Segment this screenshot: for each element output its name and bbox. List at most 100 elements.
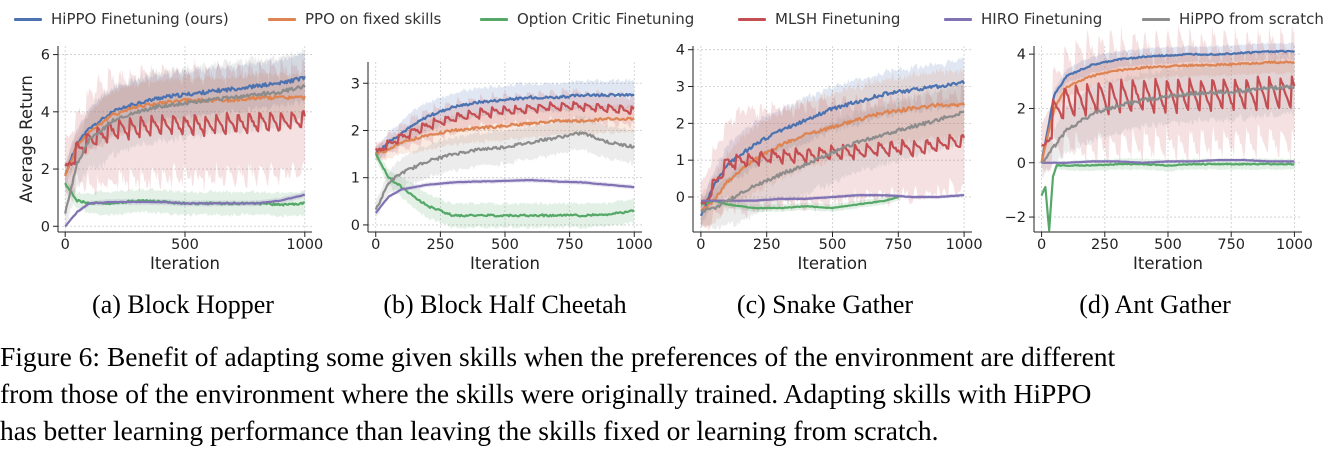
y-tick-label: −2 bbox=[1005, 210, 1026, 226]
y-tick-label: 2 bbox=[676, 116, 685, 132]
y-tick-label: 4 bbox=[41, 105, 50, 121]
legend-label: HiPPO Finetuning (ours) bbox=[51, 10, 229, 28]
x-tick-label: 1000 bbox=[1276, 237, 1313, 253]
y-tick-label: 1 bbox=[351, 171, 360, 187]
legend-label: HiPPO from scratch bbox=[1179, 10, 1324, 28]
series-line bbox=[1041, 84, 1296, 164]
series-line bbox=[374, 131, 636, 210]
x-tick-label: 250 bbox=[753, 237, 781, 253]
figure-caption: Figure 6: Benefit of adapting some given… bbox=[0, 338, 1328, 449]
y-tick-label: 0 bbox=[1017, 156, 1026, 172]
x-tick-label: 750 bbox=[884, 237, 912, 253]
x-tick-label: 1000 bbox=[286, 237, 323, 253]
series-line bbox=[64, 193, 305, 228]
legend-label: Option Critic Finetuning bbox=[517, 10, 695, 28]
subcaption-b: (b) Block Half Cheetah bbox=[383, 290, 627, 319]
series-band bbox=[1041, 42, 1295, 168]
series-band bbox=[375, 78, 635, 162]
series-band bbox=[700, 80, 965, 231]
series-line bbox=[700, 110, 965, 213]
y-tick-label: 3 bbox=[351, 76, 360, 92]
subcaption-a: (a) Block Hopper bbox=[92, 290, 274, 319]
figure-caption-line: Figure 6: Benefit of adapting some given… bbox=[0, 341, 1116, 372]
x-tick-label: 1000 bbox=[946, 237, 983, 253]
chart-panel: 0 250 500 750 1000 0 1 2 3 Iteration bbox=[351, 62, 653, 273]
series-band bbox=[1041, 55, 1295, 179]
y-tick-label: 2 bbox=[1017, 101, 1026, 117]
series-band bbox=[375, 87, 635, 159]
x-tick-label: 250 bbox=[427, 237, 455, 253]
x-tick-label: 0 bbox=[371, 237, 380, 253]
x-tick-label: 500 bbox=[171, 237, 199, 253]
legend-swatch bbox=[480, 17, 508, 21]
legend-label: HIRO Finetuning bbox=[981, 10, 1103, 28]
x-tick-label: 500 bbox=[819, 237, 847, 253]
legend-label: PPO on fixed skills bbox=[305, 10, 442, 28]
x-axis-label: Iteration bbox=[798, 254, 868, 273]
series-band bbox=[1041, 49, 1295, 168]
x-tick-label: 1000 bbox=[616, 237, 653, 253]
chart-panel: 0 500 1000 0 2 4 6 Iteration Average Return bbox=[17, 46, 323, 273]
series-line bbox=[700, 195, 899, 210]
series-line bbox=[1040, 60, 1295, 163]
x-tick-label: 250 bbox=[1091, 237, 1119, 253]
series-line bbox=[64, 84, 306, 214]
subcaption-c: (c) Snake Gather bbox=[736, 290, 914, 319]
x-axis-label: Iteration bbox=[150, 254, 220, 273]
y-tick-label: 4 bbox=[1017, 47, 1026, 63]
series-line bbox=[1040, 49, 1295, 164]
y-tick-label: 4 bbox=[676, 43, 685, 59]
series-line bbox=[374, 116, 635, 156]
y-tick-label: 2 bbox=[351, 123, 360, 139]
series-line bbox=[699, 80, 966, 217]
series-line bbox=[700, 193, 965, 202]
subcaption-d: (d) Ant Gather bbox=[1079, 290, 1231, 319]
legend: HiPPO Finetuning (ours) PPO on fixed skil… bbox=[0, 10, 1328, 40]
series-line bbox=[1040, 162, 1295, 232]
y-tick-label: 6 bbox=[41, 48, 50, 64]
line-layer bbox=[699, 80, 966, 217]
x-tick-label: 0 bbox=[1037, 237, 1046, 253]
x-tick-label: 500 bbox=[491, 237, 519, 253]
series-line bbox=[374, 178, 635, 214]
line-layer bbox=[64, 75, 306, 228]
legend-item: PPO on fixed skills bbox=[268, 10, 441, 28]
x-axis-label: Iteration bbox=[470, 254, 540, 273]
series-band bbox=[65, 56, 305, 198]
series-line bbox=[700, 133, 966, 205]
series-line bbox=[374, 153, 635, 218]
legend-swatch bbox=[944, 17, 972, 21]
figure-caption-line: has better learning performance than lea… bbox=[0, 415, 939, 446]
series-line bbox=[1041, 158, 1295, 164]
series-band bbox=[65, 177, 305, 219]
figure-caption-line: from those of the environment where the … bbox=[0, 378, 1092, 409]
chart-panel: 0 250 500 750 1000 −2 0 2 4 Iteration bbox=[1005, 24, 1313, 273]
legend-swatch bbox=[268, 17, 296, 21]
legend-swatch bbox=[1142, 17, 1170, 21]
legend-item: HiPPO Finetuning (ours) bbox=[14, 10, 229, 28]
series-line bbox=[374, 92, 635, 155]
legend-swatch bbox=[14, 17, 42, 21]
series-band bbox=[65, 48, 305, 232]
legend-swatch bbox=[738, 17, 766, 21]
series-band bbox=[375, 115, 635, 218]
line-layer bbox=[1040, 49, 1296, 232]
charts-area: 0 500 1000 0 2 4 6 Iteration Average Return 0 250 5… bbox=[17, 24, 1313, 273]
y-tick-label: 0 bbox=[351, 218, 360, 234]
legend-label: MLSH Finetuning bbox=[775, 10, 901, 28]
legend-item: Option Critic Finetuning bbox=[480, 10, 694, 28]
series-line bbox=[700, 102, 966, 212]
y-tick-label: 0 bbox=[676, 190, 685, 206]
series-band bbox=[700, 57, 965, 228]
x-axis-label: Iteration bbox=[1133, 254, 1203, 273]
legend-item: HIRO Finetuning bbox=[944, 10, 1102, 28]
x-tick-label: 750 bbox=[556, 237, 584, 253]
y-tick-label: 1 bbox=[676, 153, 685, 169]
x-tick-label: 750 bbox=[1217, 237, 1245, 253]
series-band bbox=[375, 103, 635, 162]
y-axis-label: Average Return bbox=[17, 75, 36, 203]
series-line bbox=[64, 109, 306, 167]
y-tick-label: 2 bbox=[41, 162, 50, 178]
series-line bbox=[374, 100, 635, 152]
x-tick-label: 500 bbox=[1154, 237, 1182, 253]
